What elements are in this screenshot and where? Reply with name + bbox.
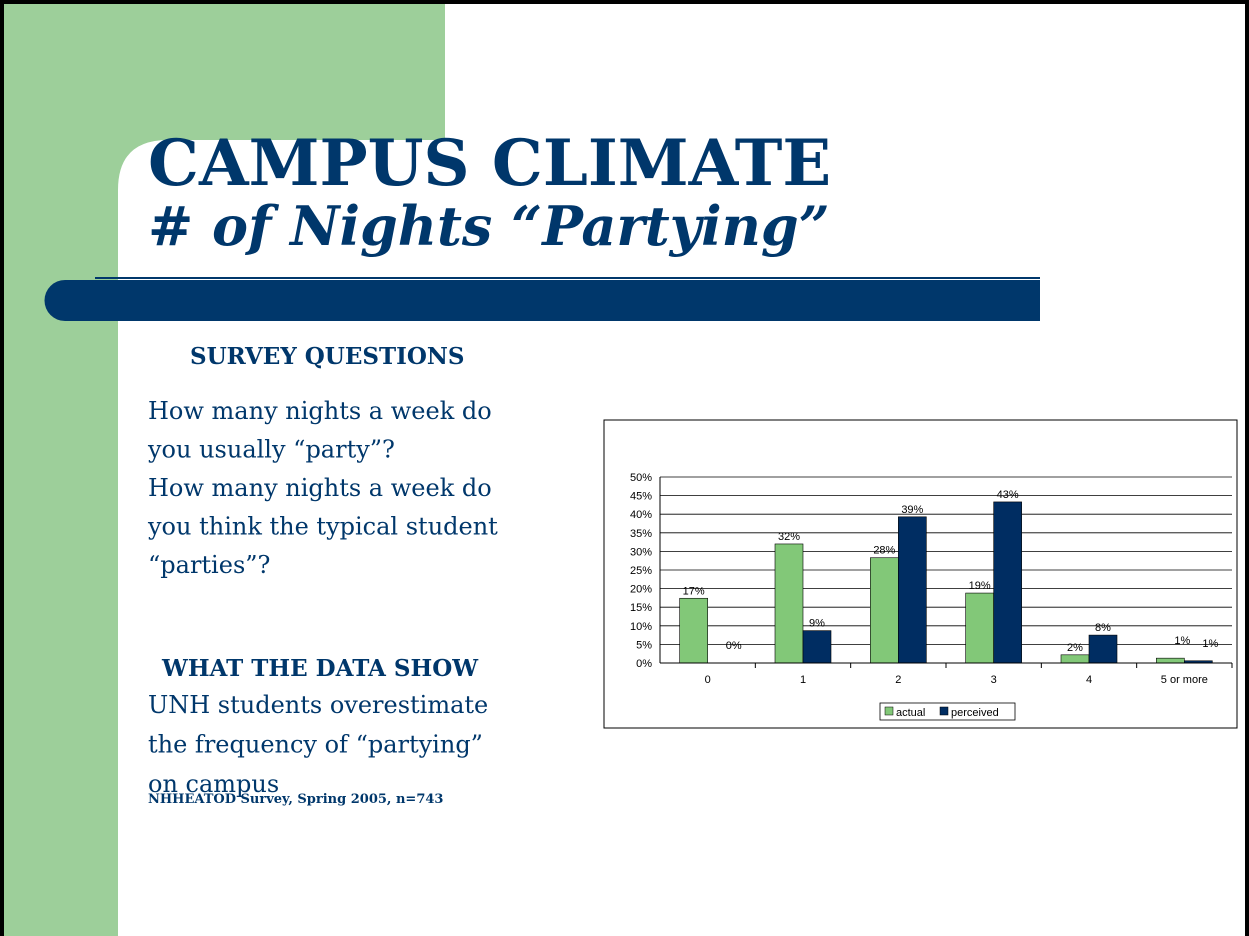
bar — [774, 543, 804, 664]
survey-line: How many nights a week do — [148, 397, 492, 425]
bar — [898, 516, 927, 664]
data-label: 1% — [1174, 635, 1190, 647]
x-tick-label: 0 — [705, 674, 711, 686]
y-tick-label: 30% — [630, 546, 652, 558]
green-band — [4, 4, 118, 936]
y-tick-label: 45% — [630, 491, 652, 503]
green-block — [4, 4, 445, 140]
survey-line: you think the typical student — [147, 513, 498, 541]
data-label: 2% — [1067, 642, 1083, 654]
data-label: 0% — [726, 640, 742, 652]
corner — [118, 140, 168, 190]
bar — [1060, 654, 1090, 664]
survey-line: “parties”? — [148, 551, 270, 579]
data-heading: WHAT THE DATA SHOW — [161, 655, 479, 682]
data-label: 43% — [997, 489, 1019, 501]
data-line: UNH students overestimate — [148, 691, 488, 719]
legend-swatch — [884, 706, 894, 716]
x-tick-label: 2 — [895, 674, 901, 686]
y-tick-label: 50% — [630, 472, 652, 484]
x-tick-label: 5 or more — [1161, 674, 1208, 686]
y-tick-label: 0% — [636, 658, 652, 670]
y-tick-label: 5% — [636, 639, 652, 651]
bar — [993, 501, 1022, 664]
data-label: 1% — [1202, 638, 1218, 650]
survey-line: How many nights a week do — [148, 474, 492, 502]
title-bar — [44, 280, 1040, 321]
x-tick-label: 3 — [991, 674, 997, 686]
data-label: 39% — [901, 504, 923, 516]
y-tick-label: 25% — [630, 565, 652, 577]
data-label: 19% — [969, 580, 991, 592]
y-tick-label: 35% — [630, 528, 652, 540]
title: CAMPUS CLIMATE — [148, 126, 831, 201]
bar — [1156, 657, 1185, 664]
data-label: 28% — [873, 545, 895, 557]
legend-label: perceived — [951, 707, 999, 719]
bar — [1088, 634, 1118, 664]
source: NHHEATOD Survey, Spring 2005, n=743 — [148, 792, 443, 807]
chart: 0%5%10%15%20%25%30%35%40%45%50%017%0%132… — [630, 472, 1233, 721]
legend-label: actual — [896, 707, 925, 719]
survey-line: you usually “party”? — [147, 436, 395, 464]
y-tick-label: 20% — [630, 584, 652, 596]
data-line: on campus — [148, 770, 279, 798]
subtitle: # of Nights “Partying” — [148, 194, 830, 258]
data-label: 8% — [1095, 622, 1111, 634]
bar — [679, 597, 708, 664]
chart-box — [603, 419, 1238, 729]
y-tick-label: 15% — [630, 602, 652, 614]
y-tick-label: 10% — [630, 621, 652, 633]
x-tick-label: 4 — [1086, 674, 1092, 686]
bar — [870, 557, 899, 664]
survey-heading: SURVEY QUESTIONS — [190, 343, 465, 370]
y-tick-label: 40% — [630, 509, 652, 521]
data-label: 32% — [778, 531, 800, 543]
x-tick-label: 1 — [800, 674, 806, 686]
bar — [965, 592, 994, 664]
data-label: 9% — [809, 618, 825, 630]
data-label: 17% — [683, 585, 705, 597]
legend-swatch — [939, 706, 949, 716]
bar — [802, 630, 832, 664]
data-line: the frequency of “partying” — [148, 731, 483, 759]
